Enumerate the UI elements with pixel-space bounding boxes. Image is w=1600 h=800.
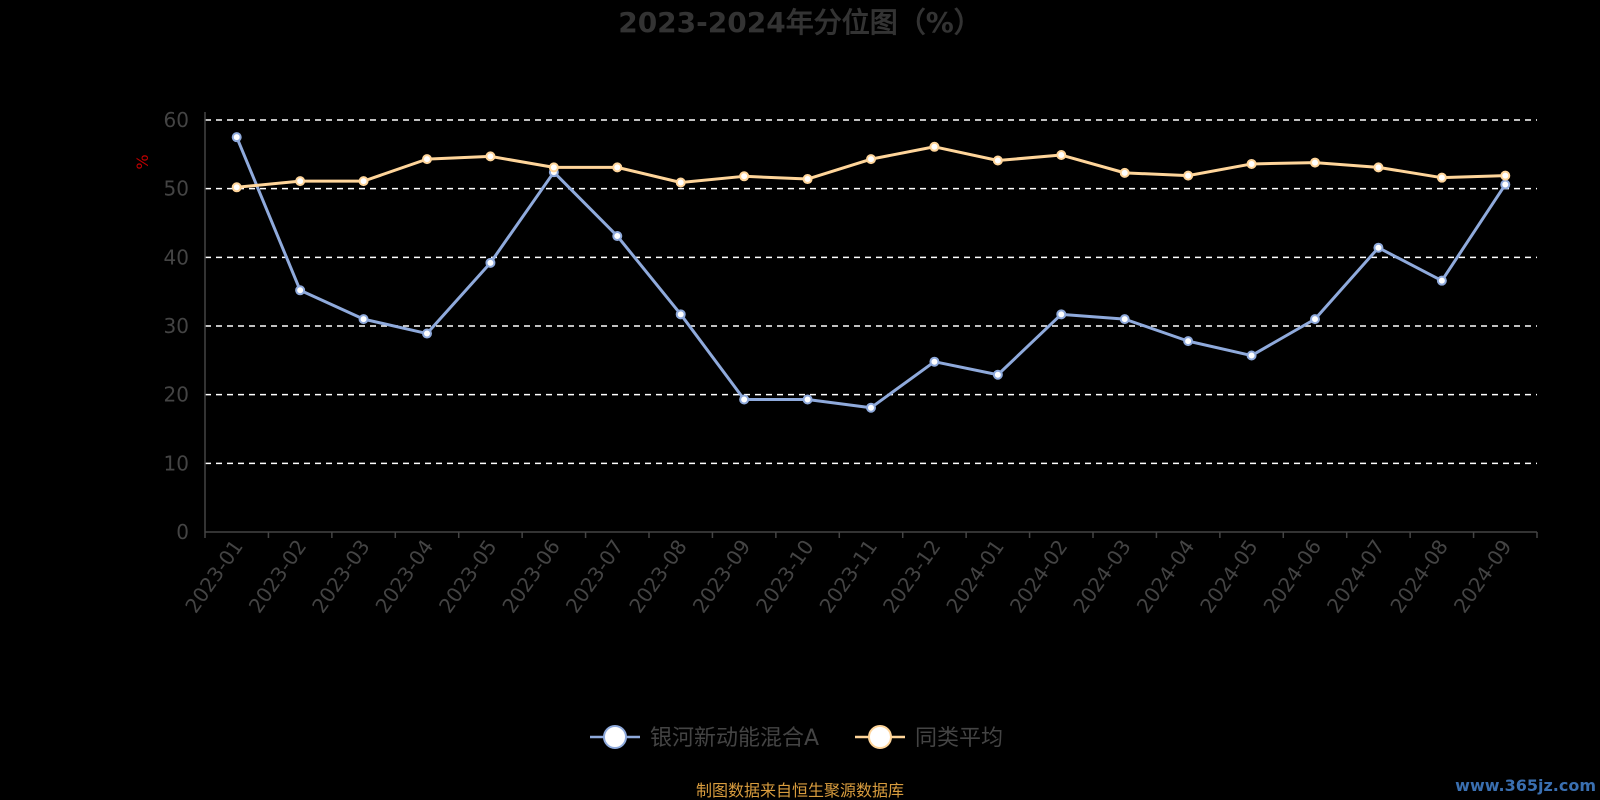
data-point[interactable] [1246,350,1257,361]
x-tick-label: 2023-06 [497,535,565,617]
data-source-note: 制图数据来自恒生聚源数据库 [696,781,904,800]
data-point[interactable] [231,182,242,193]
axes [204,112,1537,533]
data-point[interactable] [1119,167,1130,178]
y-tick-label: 30 [164,314,189,338]
x-tick-label: 2023-05 [434,535,502,617]
data-point[interactable] [1436,172,1447,183]
x-tick-label: 2023-12 [878,535,946,617]
data-point[interactable] [1436,275,1447,286]
data-point[interactable] [929,356,940,367]
x-tick-label: 2023-08 [624,535,692,617]
data-point[interactable] [1183,170,1194,181]
y-tick-label: 0 [176,520,189,544]
x-tick-label: 2024-07 [1322,535,1390,617]
y-tick-label: 20 [164,383,189,407]
y-axis-label: % [133,154,152,169]
data-point[interactable] [295,285,306,296]
grid-lines [205,119,1537,465]
legend-swatch-marker [868,725,892,749]
chart-title: 2023-2024年分位图（%） [618,6,982,39]
data-point[interactable] [1310,314,1320,325]
legend-label: 同类平均 [915,726,1003,751]
data-point[interactable] [358,314,369,325]
watermark: www.365jz.com [1455,776,1596,795]
data-point[interactable] [802,174,813,185]
x-ticks: 2023-012023-022023-032023-042023-052023-… [180,532,1538,617]
legend[interactable]: 银河新动能混合A 同类平均 [590,725,1003,751]
data-point[interactable] [1246,158,1257,169]
data-point[interactable] [739,171,750,182]
data-point[interactable] [1373,242,1384,253]
data-point[interactable] [929,141,940,152]
data-point[interactable] [485,257,496,268]
y-ticks: 0 10 20 30 40 50 60 [164,108,189,544]
data-point[interactable] [1119,314,1130,325]
x-tick-label: 2023-02 [244,535,312,617]
data-point[interactable] [612,231,623,242]
data-point[interactable] [992,155,1003,166]
y-tick-label: 50 [164,177,189,201]
x-tick-label: 2023-09 [688,535,756,617]
data-point[interactable] [422,328,432,339]
data-point[interactable] [612,162,623,173]
series-line [235,136,1507,410]
data-point[interactable] [1500,179,1511,190]
data-point[interactable] [866,154,876,165]
x-tick-label: 2024-02 [1005,535,1073,617]
data-point[interactable] [422,154,432,165]
y-tick-label: 60 [164,108,189,132]
series-1 [231,132,1511,413]
x-tick-label: 2024-09 [1449,535,1517,617]
y-tick-label: 40 [164,245,189,269]
data-point[interactable] [675,309,686,320]
x-tick-label: 2024-03 [1068,535,1136,617]
y-tick-label: 10 [164,451,189,475]
x-tick-label: 2024-05 [1195,535,1263,617]
x-tick-label: 2023-11 [814,535,882,617]
data-point[interactable] [231,132,242,143]
x-tick-label: 2023-01 [180,535,248,617]
data-point[interactable] [1056,150,1067,161]
data-point[interactable] [866,402,876,413]
x-tick-label: 2024-04 [1132,535,1200,617]
data-point[interactable] [802,394,813,405]
data-point[interactable] [992,369,1003,380]
x-tick-label: 2023-10 [751,535,819,617]
x-tick-label: 2024-01 [941,535,1009,617]
legend-label: 银河新动能混合A [650,726,819,751]
data-point[interactable] [295,176,306,187]
x-tick-label: 2023-07 [561,535,629,617]
data-point[interactable] [548,162,559,173]
data-point[interactable] [1310,157,1320,168]
data-point[interactable] [358,176,369,187]
series-layer [231,132,1511,413]
legend-swatch-marker [603,725,627,749]
data-point[interactable] [739,394,750,405]
data-point[interactable] [1183,336,1194,347]
legend-item-2[interactable]: 同类平均 [855,725,1003,751]
x-tick-label: 2023-03 [307,535,375,617]
data-point[interactable] [485,151,496,162]
data-point[interactable] [1500,170,1511,181]
x-tick-label: 2024-06 [1258,535,1326,617]
data-point[interactable] [1056,309,1067,320]
data-point[interactable] [1373,162,1384,173]
x-tick-label: 2024-08 [1385,535,1453,617]
legend-item-1[interactable]: 银河新动能混合A [590,725,819,751]
data-point[interactable] [675,177,686,188]
series-2 [231,141,1511,193]
x-tick-label: 2023-04 [370,535,438,617]
